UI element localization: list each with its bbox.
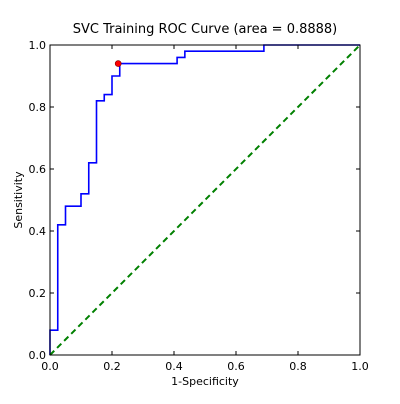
x-tick-label: 0.4	[165, 360, 183, 373]
x-tick-label: 0.8	[289, 360, 307, 373]
x-tick-label: 0.2	[103, 360, 121, 373]
x-tick-label: 0.6	[227, 360, 245, 373]
y-tick-label: 0.4	[29, 225, 47, 238]
y-tick-label: 1.0	[29, 39, 47, 52]
y-tick-label: 0.0	[29, 349, 47, 362]
chart-title: SVC Training ROC Curve (area = 0.8888)	[73, 22, 338, 37]
ticks-layer: 0.0 0.2 0.4 0.6 0.8 1.0 0.0 0.2 0.4 0.6 0.8 1.0	[29, 39, 369, 373]
y-axis-label: Sensitivity	[12, 171, 25, 229]
x-tick-label: 0.0	[41, 360, 59, 373]
x-tick-label: 1.0	[351, 360, 369, 373]
y-tick-label: 0.2	[29, 287, 47, 300]
x-axis-label: 1-Specificity	[171, 375, 239, 388]
plot-frame	[49, 44, 361, 356]
roc-curve-line	[49, 44, 360, 355]
y-tick-label: 0.6	[29, 163, 47, 176]
optimal-threshold-marker	[114, 60, 122, 67]
series-layer	[49, 44, 361, 356]
chance-diagonal-line	[49, 44, 361, 356]
y-tick-label: 0.8	[29, 101, 47, 114]
